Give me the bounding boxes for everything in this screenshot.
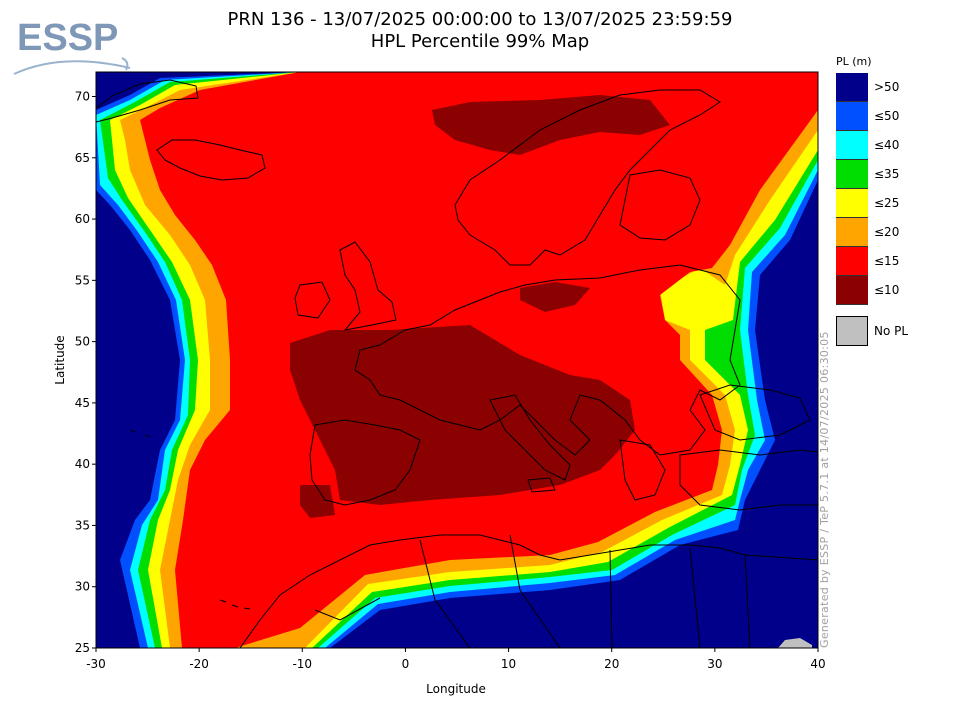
legend-label: ≤50 — [874, 109, 900, 123]
no-pl-spot — [778, 638, 812, 648]
legend-label: ≤20 — [874, 225, 900, 239]
essp-logo: ESSP — [13, 17, 131, 75]
coastlines — [96, 79, 818, 648]
x-tick-label: 10 — [501, 657, 516, 671]
x-axis-title: Longitude — [426, 682, 486, 696]
y-tick-label: 30 — [75, 580, 90, 594]
x-tick-label: 40 — [810, 657, 825, 671]
iberia-coast — [309, 419, 421, 506]
canary-islands — [219, 599, 251, 610]
iceland-coast — [156, 139, 266, 181]
y-axis-title: Latitude — [53, 335, 67, 384]
legend-label: ≤35 — [874, 167, 900, 181]
north-africa-coast — [239, 534, 818, 648]
chart-title: PRN 136 - 13/07/2025 00:00:00 to 13/07/2… — [227, 9, 733, 30]
y-tick-label: 40 — [75, 457, 90, 471]
azores — [129, 429, 151, 438]
legend-label: ≤15 — [874, 254, 900, 268]
plot-frame — [95, 71, 819, 649]
x-tick-label: 0 — [402, 657, 410, 671]
no-pl-swatch — [836, 316, 868, 346]
y-tick-label: 45 — [75, 396, 90, 410]
greenland-coast — [96, 79, 199, 123]
legend-label: ≤25 — [874, 196, 900, 210]
y-tick-label: 35 — [75, 518, 90, 532]
no-pl-label: No PL — [874, 324, 909, 338]
y-axis-ticks: 25 30 35 40 45 50 55 60 65 70 — [75, 90, 96, 655]
legend-swatch — [836, 189, 868, 218]
logo-text: ESSP — [17, 17, 118, 59]
y-tick-label: 60 — [75, 212, 90, 226]
legend-label: ≤40 — [874, 138, 900, 152]
y-tick-label: 25 — [75, 641, 90, 655]
x-tick-label: -30 — [86, 657, 106, 671]
y-tick-label: 50 — [75, 335, 90, 349]
legend-swatch — [836, 131, 868, 160]
legend-swatch — [836, 276, 868, 305]
zone-le10-poland — [520, 282, 590, 312]
legend-label: ≤10 — [874, 283, 900, 297]
legend-title: PL (m) — [836, 55, 872, 68]
italy-coast — [489, 394, 571, 481]
x-axis-ticks: -30 -20 -10 0 10 20 30 40 — [86, 648, 826, 671]
zone-le10-central — [290, 325, 635, 505]
sicily-coast — [527, 477, 556, 493]
country-borders-africa — [314, 534, 751, 648]
finland-coast — [619, 169, 701, 241]
legend-swatch — [836, 73, 868, 102]
y-tick-label: 55 — [75, 273, 90, 287]
x-tick-label: -10 — [292, 657, 312, 671]
credit-text: Generated by ESSP / TeP 5.7.1 at 14/07/2… — [818, 331, 831, 648]
y-tick-label: 65 — [75, 151, 90, 165]
black-sea-coast — [699, 384, 811, 441]
x-tick-label: 30 — [707, 657, 722, 671]
great-britain-coast — [339, 241, 397, 331]
legend-swatch — [836, 160, 868, 189]
greece-coast — [619, 439, 666, 501]
x-tick-label: -20 — [189, 657, 209, 671]
x-tick-label: 20 — [604, 657, 619, 671]
scandinavia-coast — [454, 89, 721, 266]
legend-swatch — [836, 218, 868, 247]
legend-swatch — [836, 102, 868, 131]
zone-le10-spain-south — [300, 485, 335, 518]
ireland-coast — [294, 281, 331, 319]
y-tick-label: 70 — [75, 90, 90, 104]
legend-swatch — [836, 247, 868, 276]
chart-subtitle: HPL Percentile 99% Map — [370, 31, 590, 52]
europe-coast — [354, 264, 741, 456]
turkey-coast — [679, 449, 818, 511]
legend-label: >50 — [874, 80, 900, 94]
